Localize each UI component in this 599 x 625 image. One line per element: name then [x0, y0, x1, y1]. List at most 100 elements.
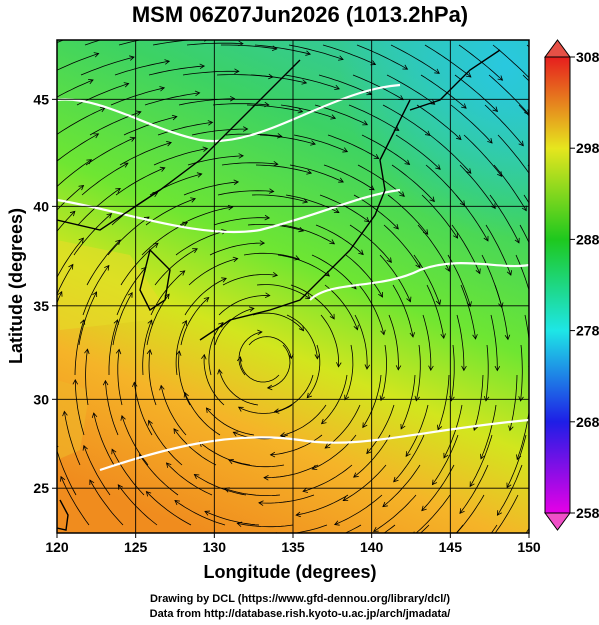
- streamline: [520, 344, 523, 401]
- streamline: [252, 312, 304, 331]
- streamline-arrow: [298, 325, 305, 332]
- streamline: [57, 107, 106, 135]
- streamline: [421, 194, 458, 239]
- streamline: [85, 349, 89, 406]
- streamline-arrow: [159, 166, 166, 172]
- streamline: [459, 164, 496, 209]
- streamline: [119, 142, 172, 166]
- streamline: [89, 111, 142, 136]
- streamline: [493, 164, 527, 211]
- streamline-arrow: [366, 448, 372, 455]
- streamline: [57, 264, 74, 296]
- streamline-arrow: [221, 277, 227, 283]
- streamline: [379, 254, 411, 302]
- streamline-arrow: [115, 239, 121, 246]
- streamline: [293, 134, 348, 153]
- streamline-arrow: [297, 108, 304, 114]
- streamline-arrow: [202, 146, 209, 152]
- streamline-arrow: [169, 32, 174, 37]
- streamline: [145, 198, 196, 226]
- coastlines: [57, 49, 501, 531]
- streamline: [182, 70, 239, 76]
- streamline: [421, 464, 455, 511]
- streamline-arrow: [311, 464, 318, 470]
- streamline-arrow: [436, 424, 443, 431]
- streamline: [420, 524, 430, 533]
- streamline: [86, 239, 121, 286]
- streamline-arrow: [329, 239, 336, 245]
- streamline: [238, 404, 293, 414]
- streamline: [74, 379, 85, 436]
- streamline-arrow: [32, 410, 37, 415]
- streamline-arrow: [496, 510, 502, 516]
- streamline-arrow: [159, 86, 166, 92]
- streamline: [180, 297, 210, 346]
- streamline-arrow: [84, 348, 90, 355]
- streamline-arrow: [539, 271, 544, 276]
- colorbar-min-arrow: [544, 512, 571, 531]
- streamline: [139, 454, 179, 496]
- streamline-arrow: [358, 249, 364, 256]
- streamline: [358, 284, 385, 335]
- streamline-arrow: [82, 444, 88, 451]
- streamline: [214, 308, 255, 346]
- streamline-arrow: [378, 291, 383, 298]
- streamline-arrow: [173, 428, 179, 434]
- streamline-arrow: [466, 168, 472, 174]
- streamline-arrow: [174, 499, 180, 506]
- streamline-arrow: [122, 162, 129, 168]
- streamline-arrow: [521, 205, 527, 212]
- streamline-arrow: [488, 537, 493, 542]
- coastline: [57, 59, 301, 231]
- streamline: [77, 188, 121, 226]
- streamline: [437, 374, 450, 430]
- streamline-arrow: [89, 479, 95, 486]
- streamline: [199, 441, 251, 466]
- streamline: [110, 87, 165, 106]
- streamline: [455, 194, 489, 242]
- streamline-arrow: [62, 410, 68, 417]
- streamline-arrow: [506, 482, 512, 489]
- streamline: [506, 434, 527, 488]
- streamline-arrow: [57, 290, 63, 297]
- streamline: [480, 404, 497, 459]
- streamline-arrow: [483, 396, 490, 402]
- streamline: [57, 291, 63, 304]
- streamline: [354, 314, 368, 370]
- streamline: [469, 434, 493, 487]
- streamline: [387, 194, 429, 235]
- streamline: [322, 44, 376, 65]
- streamline-arrow: [217, 368, 223, 375]
- contours: [57, 83, 529, 472]
- streamline-arrow: [147, 319, 153, 326]
- streamline-arrow: [106, 213, 113, 219]
- streamline-arrow: [334, 84, 340, 91]
- streamline: [146, 293, 170, 346]
- streamline-arrow: [379, 395, 385, 402]
- streamline: [490, 314, 498, 371]
- streamline: [489, 194, 520, 243]
- streamline-arrow: [465, 72, 472, 78]
- streamline-arrow: [487, 138, 493, 144]
- streamline: [153, 148, 208, 166]
- streamline-arrow: [42, 379, 47, 383]
- streamline-arrow: [504, 334, 511, 341]
- streamline-arrow: [405, 451, 411, 457]
- streamline-arrow: [362, 120, 369, 126]
- streamline-arrow: [506, 270, 512, 276]
- streamline: [152, 40, 194, 46]
- streamline: [148, 349, 157, 406]
- streamline: [373, 494, 417, 532]
- streamline-arrow: [190, 197, 196, 203]
- x-tick-label: 145: [439, 539, 463, 555]
- streamline-arrow: [273, 408, 280, 414]
- streamline: [366, 404, 395, 454]
- colorbar-max-arrow: [544, 39, 571, 58]
- streamline-arrow: [146, 349, 153, 355]
- streamline: [116, 267, 147, 316]
- streamline: [115, 167, 165, 196]
- streamline: [175, 320, 187, 376]
- streamline: [254, 44, 311, 55]
- streamline-arrow: [342, 496, 349, 502]
- streamline: [41, 320, 50, 375]
